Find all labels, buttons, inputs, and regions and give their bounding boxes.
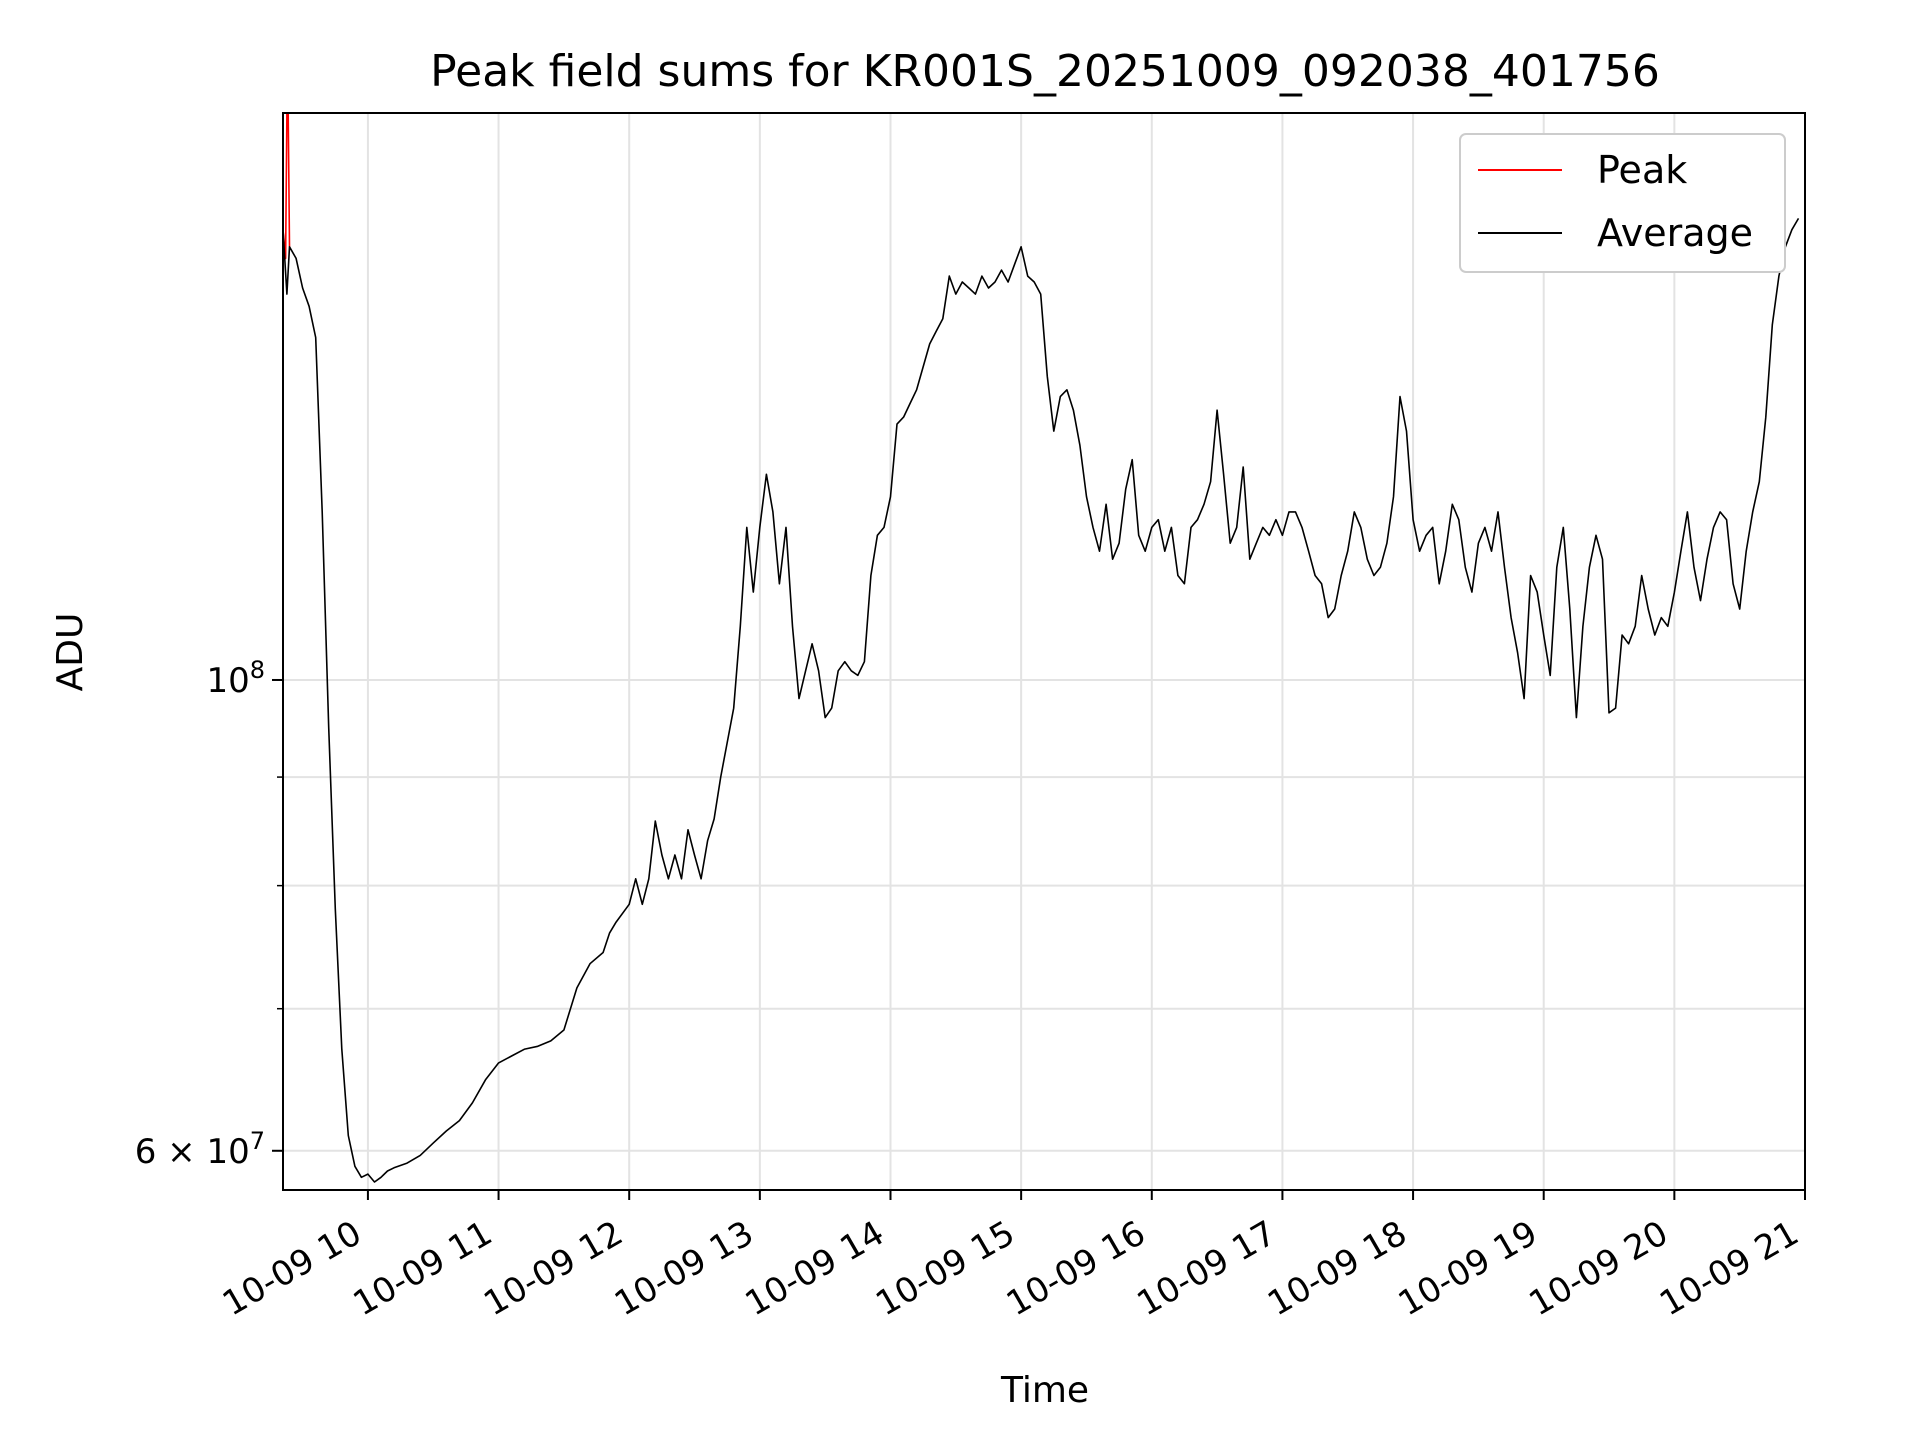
chart-title: Peak field sums for KR001S_20251009_0920… xyxy=(430,46,1660,97)
y-axis-label: ADU xyxy=(50,613,91,692)
plot-background xyxy=(283,113,1805,1190)
plot-area xyxy=(282,112,1806,1191)
y-tick-label: 108 xyxy=(206,656,265,701)
legend-average-label: Average xyxy=(1597,211,1753,255)
y-axis-ticks: 6 × 107 108 xyxy=(135,656,283,1172)
legend: Peak Average xyxy=(1459,133,1786,273)
plot-frame xyxy=(282,112,1806,1191)
y-tick-label: 6 × 107 xyxy=(135,1127,265,1172)
grid-layer xyxy=(283,113,1806,1190)
legend-peak-label: Peak xyxy=(1597,148,1687,192)
series-line-average xyxy=(282,217,1800,1183)
legend-box xyxy=(1459,133,1786,273)
x-axis-label: Time xyxy=(1000,1370,1089,1411)
